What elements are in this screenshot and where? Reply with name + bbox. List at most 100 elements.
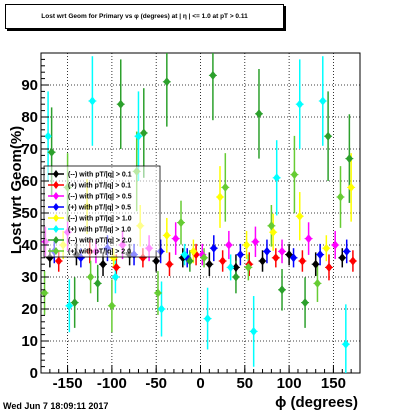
timestamp: Wed Jun 7 18:09:11 2017 — [3, 401, 109, 411]
data-point — [263, 246, 271, 256]
data-point — [99, 259, 107, 269]
data-point — [71, 298, 79, 308]
data-point — [232, 262, 240, 272]
data-point — [88, 96, 96, 106]
chart-title: Lost wrt Geom for Primary vs φ (degrees)… — [5, 4, 284, 29]
data-point — [55, 256, 63, 266]
data-point — [289, 253, 298, 263]
data-point — [112, 262, 120, 272]
data-point — [48, 147, 56, 157]
data-point — [349, 256, 357, 266]
data-point — [305, 234, 313, 244]
data-point — [177, 218, 185, 228]
y-tick-label: 20 — [21, 301, 38, 318]
data-point — [221, 182, 229, 192]
data-point — [269, 227, 277, 237]
legend-marker — [53, 181, 59, 189]
data-point — [296, 99, 304, 109]
y-axis-title: Lost wrt Geom(%) — [8, 126, 25, 254]
legend-label: (--) with pT/|q| > 0.1 — [68, 172, 132, 179]
x-tick-label: 0 — [196, 375, 204, 392]
data-point — [203, 314, 212, 324]
data-point — [316, 250, 324, 260]
legend-marker — [53, 203, 59, 211]
legend-label: (--) with pT/|q| > 0.5 — [68, 194, 132, 201]
data-point — [232, 272, 240, 282]
data-point — [342, 339, 350, 349]
data-point — [219, 256, 227, 266]
data-point — [251, 237, 260, 247]
data-point — [205, 259, 213, 269]
data-point — [225, 240, 233, 250]
x-axis-title: ϕ (degrees) — [275, 394, 358, 411]
data-point — [345, 154, 353, 164]
data-point — [157, 304, 166, 314]
data-point — [163, 77, 171, 87]
data-point — [209, 70, 217, 80]
legend-label: (+) with pT/|q| > 1.0 — [68, 227, 131, 234]
data-point — [324, 131, 332, 141]
data-point — [244, 262, 252, 272]
data-point — [285, 250, 293, 260]
y-tick-label: 70 — [21, 141, 38, 158]
data-point — [347, 182, 355, 192]
y-tick-label: 80 — [21, 109, 38, 126]
data-point — [296, 211, 304, 221]
x-tick-label: -150 — [53, 375, 83, 392]
legend-marker — [53, 247, 59, 255]
y-tick-label: 0 — [30, 365, 38, 382]
x-tick-label: -100 — [97, 375, 127, 392]
data-point — [94, 278, 102, 288]
data-point — [298, 256, 307, 266]
y-tick-label: 60 — [21, 173, 38, 190]
legend-label: (+) with pT/|q| > 0.1 — [68, 183, 131, 190]
data-point — [108, 301, 116, 311]
data-point — [216, 192, 224, 202]
x-tick-label: 150 — [321, 375, 346, 392]
data-point — [152, 256, 160, 266]
legend-marker — [53, 170, 59, 178]
data-point — [338, 253, 346, 263]
data-point — [65, 301, 73, 311]
data-point — [336, 192, 345, 202]
x-tick-label: -50 — [145, 375, 167, 392]
data-point — [210, 243, 218, 253]
data-point — [40, 288, 49, 298]
data-point — [186, 256, 194, 266]
data-point — [273, 173, 281, 183]
y-tick-label: 40 — [21, 237, 38, 254]
legend-marker — [53, 225, 59, 233]
data-point — [272, 253, 280, 263]
data-point — [343, 246, 351, 256]
legend-label: (--) with pT/|q| > 2.0 — [68, 238, 132, 245]
data-point — [189, 246, 198, 256]
legend-marker — [53, 214, 59, 222]
data-point — [290, 170, 299, 180]
data-point — [313, 278, 322, 288]
data-point — [258, 256, 267, 266]
y-tick-label: 90 — [21, 77, 38, 94]
data-point — [301, 298, 309, 308]
legend-label: (--) with pT/|q| > 1.0 — [68, 216, 132, 223]
data-point — [242, 240, 251, 250]
data-point — [227, 262, 235, 272]
data-point — [111, 272, 120, 282]
data-point — [172, 234, 180, 244]
data-point — [200, 253, 208, 263]
data-point — [322, 243, 330, 253]
y-tick-label: 10 — [21, 333, 38, 350]
data-point — [117, 99, 125, 109]
data-point — [267, 221, 275, 231]
data-point — [278, 285, 286, 295]
data-point — [236, 250, 244, 260]
data-point — [319, 96, 327, 106]
axis-ticks: -150 -100 -50 0 50 100 150 0 10 20 30 40 50 60 70 80 90 — [21, 52, 361, 392]
data-point — [140, 128, 148, 138]
data-point — [44, 131, 52, 141]
data-point — [331, 240, 339, 250]
y-tick-label: 30 — [21, 269, 38, 286]
data-point — [154, 288, 162, 298]
data-point — [255, 109, 263, 119]
y-tick-label: 50 — [21, 205, 38, 222]
legend-label: (+) with pT/|q| > 0.5 — [68, 205, 131, 212]
